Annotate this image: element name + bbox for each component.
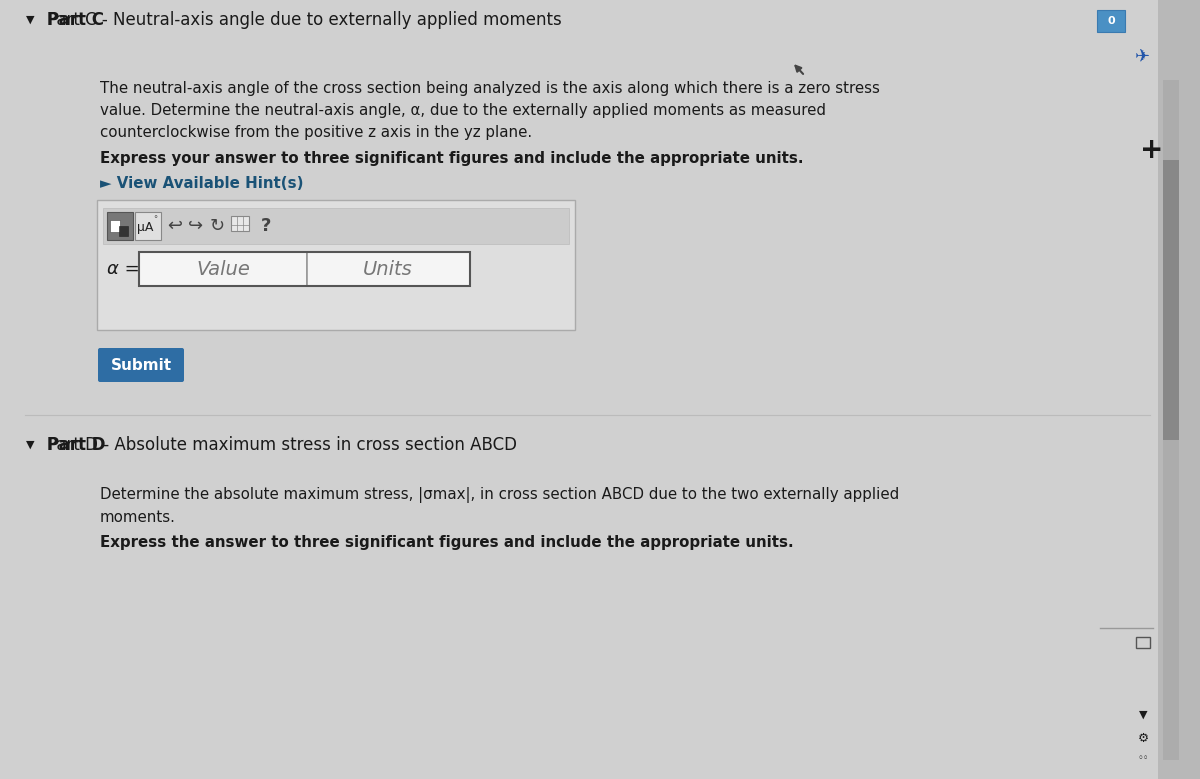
Bar: [230, 216, 250, 231]
Bar: [1163, 160, 1178, 440]
Bar: [110, 220, 120, 232]
Text: Express your answer to three significant figures and include the appropriate uni: Express your answer to three significant…: [100, 150, 804, 165]
Text: ↻: ↻: [210, 217, 224, 235]
Bar: [134, 212, 161, 240]
Text: Determine the absolute maximum stress, |σmax|, in cross section ABCD due to the : Determine the absolute maximum stress, |…: [100, 487, 899, 503]
Text: Part D: Part D: [47, 436, 106, 454]
Bar: [139, 252, 307, 286]
Bar: [307, 252, 470, 286]
Text: moments.: moments.: [100, 509, 176, 524]
Text: ↪: ↪: [188, 217, 204, 235]
Text: Submit: Submit: [110, 358, 172, 372]
Text: ▼: ▼: [25, 15, 35, 25]
Bar: [139, 252, 470, 286]
Text: value. Determine the neutral-axis angle, α, due to the externally applied moment: value. Determine the neutral-axis angle,…: [100, 103, 826, 118]
Text: μA: μA: [137, 220, 154, 234]
Text: ► View Available Hint(s): ► View Available Hint(s): [100, 175, 304, 191]
Text: ↩: ↩: [168, 217, 182, 235]
Text: ✈: ✈: [1135, 49, 1151, 67]
Text: +: +: [1140, 136, 1164, 164]
Text: The neutral-axis angle of the cross section being analyzed is the axis along whi: The neutral-axis angle of the cross sect…: [100, 80, 880, 96]
Bar: [1163, 80, 1178, 760]
Text: ⚙: ⚙: [1138, 731, 1148, 745]
Text: ▼: ▼: [1139, 710, 1147, 720]
Bar: [1136, 637, 1150, 648]
Text: Part C: Part C: [47, 11, 104, 29]
Text: Express the answer to three significant figures and include the appropriate unit: Express the answer to three significant …: [100, 535, 793, 551]
Text: 0: 0: [1108, 16, 1115, 26]
Text: Units: Units: [364, 259, 413, 279]
Text: °: °: [152, 216, 157, 224]
Bar: [107, 212, 133, 240]
Text: ◦◦: ◦◦: [1138, 753, 1148, 763]
Bar: [1158, 0, 1200, 779]
Text: Part C - Neutral-axis angle due to externally applied moments: Part C - Neutral-axis angle due to exter…: [47, 11, 562, 29]
Bar: [103, 208, 569, 244]
Bar: [119, 226, 128, 236]
Text: ?: ?: [260, 217, 271, 235]
FancyBboxPatch shape: [98, 348, 184, 382]
Bar: [1097, 10, 1126, 32]
Text: α =: α =: [107, 260, 139, 278]
Text: Part D - Absolute maximum stress in cross section ABCD: Part D - Absolute maximum stress in cros…: [47, 436, 517, 454]
Text: counterclockwise from the positive z axis in the yz plane.: counterclockwise from the positive z axi…: [100, 125, 532, 139]
Text: ▼: ▼: [25, 440, 35, 450]
Text: Value: Value: [196, 259, 250, 279]
Bar: [97, 200, 575, 330]
